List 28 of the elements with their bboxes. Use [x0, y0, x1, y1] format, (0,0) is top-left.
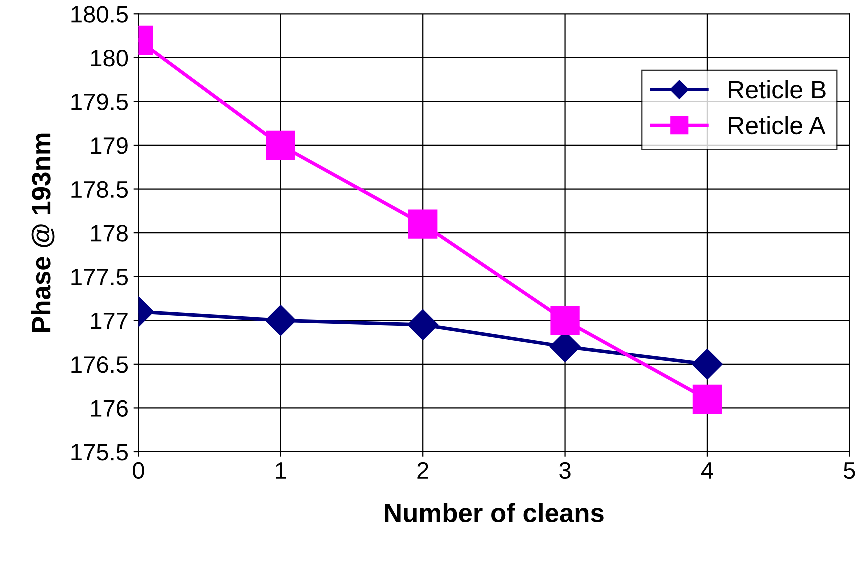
y-tick-label: 177.5	[72, 269, 128, 286]
x-tick-label: 4	[701, 462, 714, 479]
x-tick-label: 1	[276, 462, 286, 479]
y-tick-label: 178.5	[72, 181, 128, 198]
y-tick-label: 176.5	[72, 356, 128, 374]
point	[408, 310, 439, 340]
point	[692, 384, 722, 414]
y-tick-label: 179	[91, 138, 128, 154]
y-tick-label: 179.5	[72, 94, 128, 110]
point	[550, 306, 580, 336]
legend-label: Reticle A	[729, 116, 826, 135]
legend-label: Reticle B	[729, 80, 826, 99]
y-tick-label: 175.5	[72, 444, 128, 461]
y-tick-label: 176	[91, 400, 128, 417]
x-tick-label: 3	[560, 462, 571, 480]
point	[408, 210, 438, 239]
point	[265, 305, 296, 336]
y-tick-label: 178	[91, 225, 128, 242]
x-axis-title: Number of cleans	[385, 503, 604, 523]
point	[266, 130, 296, 160]
x-tick-label: 2	[418, 462, 428, 479]
y-tick-label: 180	[91, 50, 128, 67]
y-tick-label: 180.5	[72, 6, 128, 23]
y-tick-label: 177	[91, 312, 128, 330]
point	[692, 349, 723, 380]
x-tick-label: 5	[844, 462, 856, 480]
y-axis-title: Phase @ 193nm	[31, 134, 55, 332]
x-tick-label: 0	[133, 462, 144, 480]
